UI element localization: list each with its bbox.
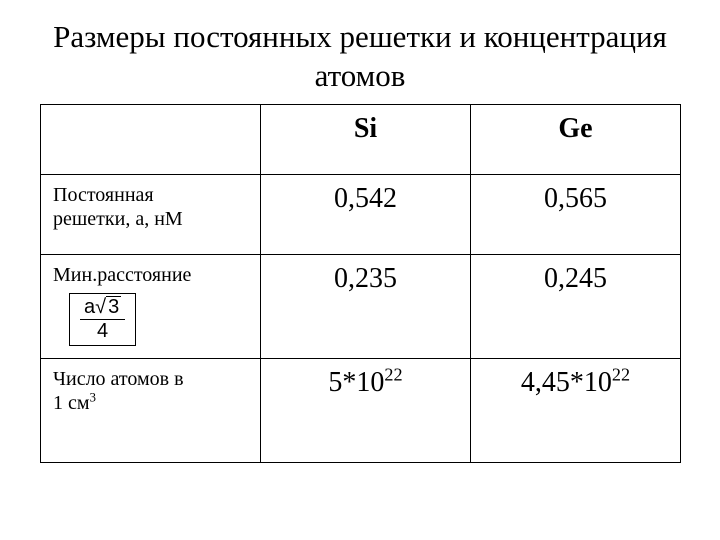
ge-atoms-exp: 22 bbox=[612, 364, 630, 384]
cell-si-lattice: 0,542 bbox=[261, 174, 471, 254]
row3-line2: 1 см bbox=[53, 392, 90, 414]
row2-line1: Мин.расстояние bbox=[53, 264, 191, 286]
table-row: Число атомов в 1 см3 5*1022 4,45*1022 bbox=[41, 358, 681, 462]
row1-line1: Постоянная bbox=[53, 184, 154, 206]
row-label-lattice-const: Постоянная решетки, а, нМ bbox=[41, 174, 261, 254]
ge-atoms-base: 4,45*10 bbox=[521, 367, 612, 398]
lattice-table: Si Ge Постоянная решетки, а, нМ 0,542 0,… bbox=[40, 104, 681, 463]
cell-ge-lattice: 0,565 bbox=[471, 174, 681, 254]
row3-line1: Число атомов в bbox=[53, 368, 184, 390]
cell-si-atoms: 5*1022 bbox=[261, 358, 471, 462]
table-header-row: Si Ge bbox=[41, 104, 681, 174]
col-ge: Ge bbox=[471, 104, 681, 174]
si-atoms-base: 5*10 bbox=[328, 367, 384, 398]
table-row: Мин.расстояние a3 4 0,235 0,245 bbox=[41, 254, 681, 358]
col-blank bbox=[41, 104, 261, 174]
row1-line2: решетки, а, нМ bbox=[53, 208, 183, 230]
table-row: Постоянная решетки, а, нМ 0,542 0,565 bbox=[41, 174, 681, 254]
cell-ge-mindist: 0,245 bbox=[471, 254, 681, 358]
cell-si-mindist: 0,235 bbox=[261, 254, 471, 358]
row-label-min-distance: Мин.расстояние a3 4 bbox=[41, 254, 261, 358]
cell-ge-atoms: 4,45*1022 bbox=[471, 358, 681, 462]
col-si: Si bbox=[261, 104, 471, 174]
slide-title: Размеры постоянных решетки и концентраци… bbox=[40, 18, 680, 96]
formula-a: a bbox=[84, 296, 95, 318]
row-label-atom-count: Число атомов в 1 см3 bbox=[41, 358, 261, 462]
row3-sup: 3 bbox=[90, 389, 97, 404]
si-atoms-exp: 22 bbox=[384, 364, 402, 384]
formula-root: 3 bbox=[106, 296, 121, 317]
formula-a-root3-over-4: a3 4 bbox=[69, 293, 136, 346]
formula-den: 4 bbox=[80, 320, 125, 341]
